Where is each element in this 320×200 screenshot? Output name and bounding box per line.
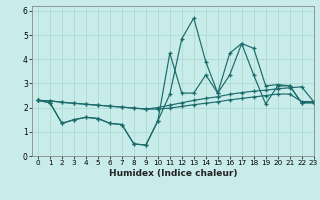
X-axis label: Humidex (Indice chaleur): Humidex (Indice chaleur) (108, 169, 237, 178)
